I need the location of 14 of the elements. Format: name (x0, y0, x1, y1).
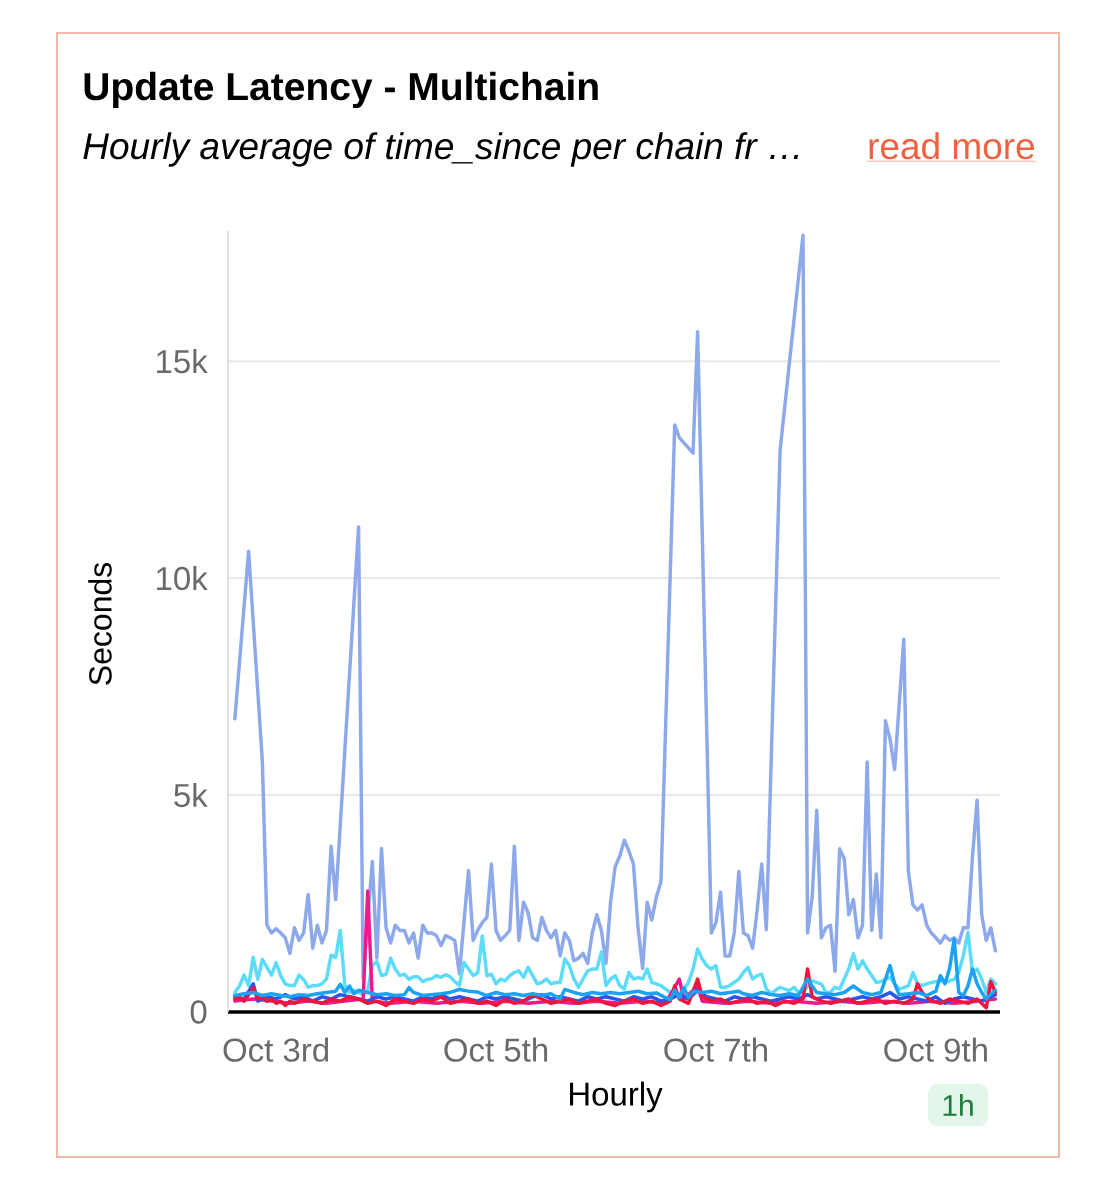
text: 1h (943, 1094, 973, 1116)
x-tick-label: Oct 7th (664, 1037, 767, 1062)
y-tick-label: 10k (157, 566, 208, 591)
x-tick-label: Oct 3rd (223, 1037, 329, 1062)
text: read more (869, 132, 1035, 160)
y-axis-title: Seconds (88, 562, 112, 685)
y-tick-label: 0 (190, 1000, 207, 1024)
x-axis-title: Hourly (570, 1081, 663, 1113)
x-tick-label: Oct 5th (444, 1037, 548, 1062)
y-tick-label: 15k (157, 349, 208, 374)
x-tick-label: Oct 9th (884, 1037, 987, 1062)
chart-title: Update Latency - Multichain (84, 71, 598, 109)
y-tick-label: 5k (174, 782, 208, 808)
chart-subtitle: Hourly average of time_since per chain fr … (83, 132, 799, 167)
